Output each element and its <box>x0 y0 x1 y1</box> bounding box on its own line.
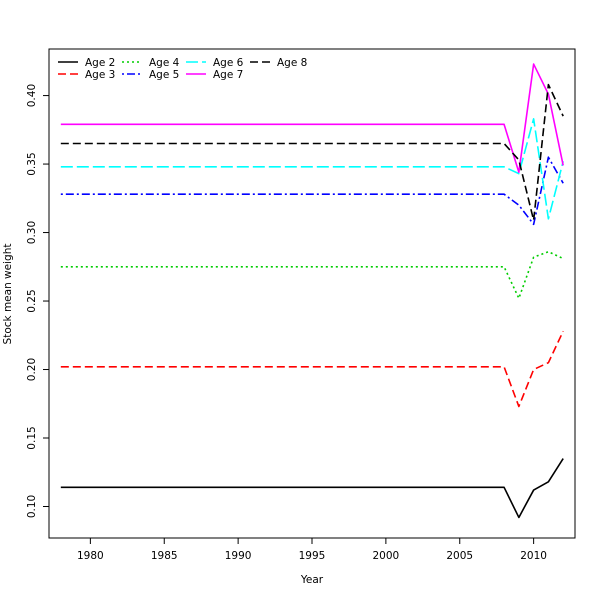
series-line-age-7 <box>60 63 564 174</box>
y-tick-label: 0.25 <box>26 289 38 312</box>
series-layer <box>60 63 564 519</box>
y-axis-label: Stock mean weight <box>2 244 14 345</box>
x-tick-label: 2000 <box>373 550 400 562</box>
y-tick-label: 0.40 <box>26 84 38 107</box>
y-tick-label: 0.15 <box>26 426 38 449</box>
legend-label: Age 3 <box>85 69 115 81</box>
x-axis: 1980 1985 1990 1995 2000 2005 2010 <box>77 538 547 562</box>
legend-label: Age 8 <box>277 57 307 69</box>
y-tick-label: 0.20 <box>26 358 38 381</box>
series-line-age-6 <box>60 118 564 220</box>
y-tick-label: 0.30 <box>26 221 38 244</box>
legend-label: Age 4 <box>149 57 180 69</box>
y-tick-label: 0.35 <box>26 152 38 175</box>
legend-label: Age 2 <box>85 57 115 69</box>
legend-label: Age 6 <box>213 57 244 69</box>
x-tick-label: 1995 <box>299 550 326 562</box>
series-line-age-2 <box>60 458 564 519</box>
series-line-age-4 <box>60 250 564 300</box>
legend-label: Age 7 <box>213 69 243 81</box>
y-axis: 0.10 0.15 0.20 0.25 0.30 0.35 0.40 <box>26 84 49 518</box>
x-axis-label: Year <box>300 574 324 586</box>
x-tick-label: 1985 <box>151 550 178 562</box>
x-tick-label: 1980 <box>77 550 104 562</box>
x-tick-label: 1990 <box>225 550 252 562</box>
x-tick-label: 2005 <box>446 550 473 562</box>
y-tick-label: 0.10 <box>26 495 38 518</box>
x-tick-label: 2010 <box>520 550 547 562</box>
legend-label: Age 5 <box>149 69 179 81</box>
series-line-age-5 <box>60 156 564 226</box>
